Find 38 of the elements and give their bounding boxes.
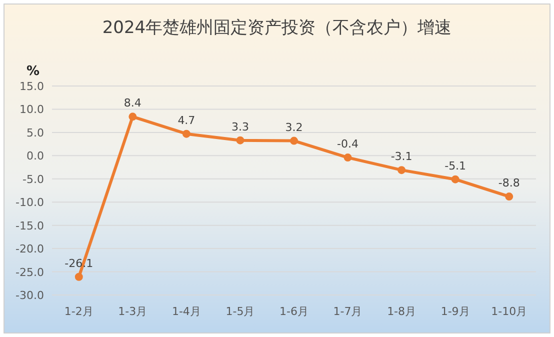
data-label: 3.3 [231, 120, 249, 134]
data-label: -5.1 [444, 159, 466, 172]
x-tick-label: 1-7月 [333, 305, 362, 318]
y-tick-label: -10.0 [16, 196, 44, 210]
chart-title: 2024年楚雄州固定资产投资（不含农户）增速 [102, 18, 452, 38]
point [398, 166, 406, 174]
point [74, 272, 83, 281]
point [451, 175, 460, 184]
point [128, 112, 137, 121]
y-tick-label: 15.0 [20, 80, 44, 93]
data-label: 3.2 [285, 120, 303, 134]
y-tick-label: -25.0 [16, 266, 44, 279]
y-tick-label: 10.0 [20, 103, 44, 116]
data-label: -3.1 [390, 150, 412, 164]
point [236, 136, 244, 144]
y-tick-label: -30.0 [16, 289, 44, 302]
data-label: -8.8 [498, 176, 520, 190]
y-tick-label: 0.0 [26, 150, 44, 163]
x-tick-label: 1-3月 [118, 305, 148, 318]
y-axis-title: % [26, 64, 40, 79]
point [182, 130, 190, 138]
point [290, 136, 298, 145]
data-label: 8.4 [124, 96, 142, 110]
y-tick-label: -20.0 [16, 242, 44, 256]
x-tick-label: 1-10月 [491, 305, 528, 318]
point [505, 192, 514, 201]
x-tick-label: 1-9月 [440, 305, 470, 318]
y-tick-label: 5.0 [26, 126, 44, 140]
x-tick-label: 1-8月 [387, 305, 416, 318]
data-label: 4.7 [178, 114, 196, 127]
point [344, 154, 352, 162]
y-tick-label: -5.0 [22, 172, 44, 186]
x-tick-label: 1-5月 [226, 305, 255, 318]
y-tick-label: -15.0 [16, 219, 44, 232]
x-tick-label: 1-4月 [172, 305, 201, 318]
x-tick-label: 1-6月 [280, 305, 308, 318]
data-label: -0.4 [337, 138, 359, 151]
x-tick-label: 1-2月 [64, 305, 94, 318]
